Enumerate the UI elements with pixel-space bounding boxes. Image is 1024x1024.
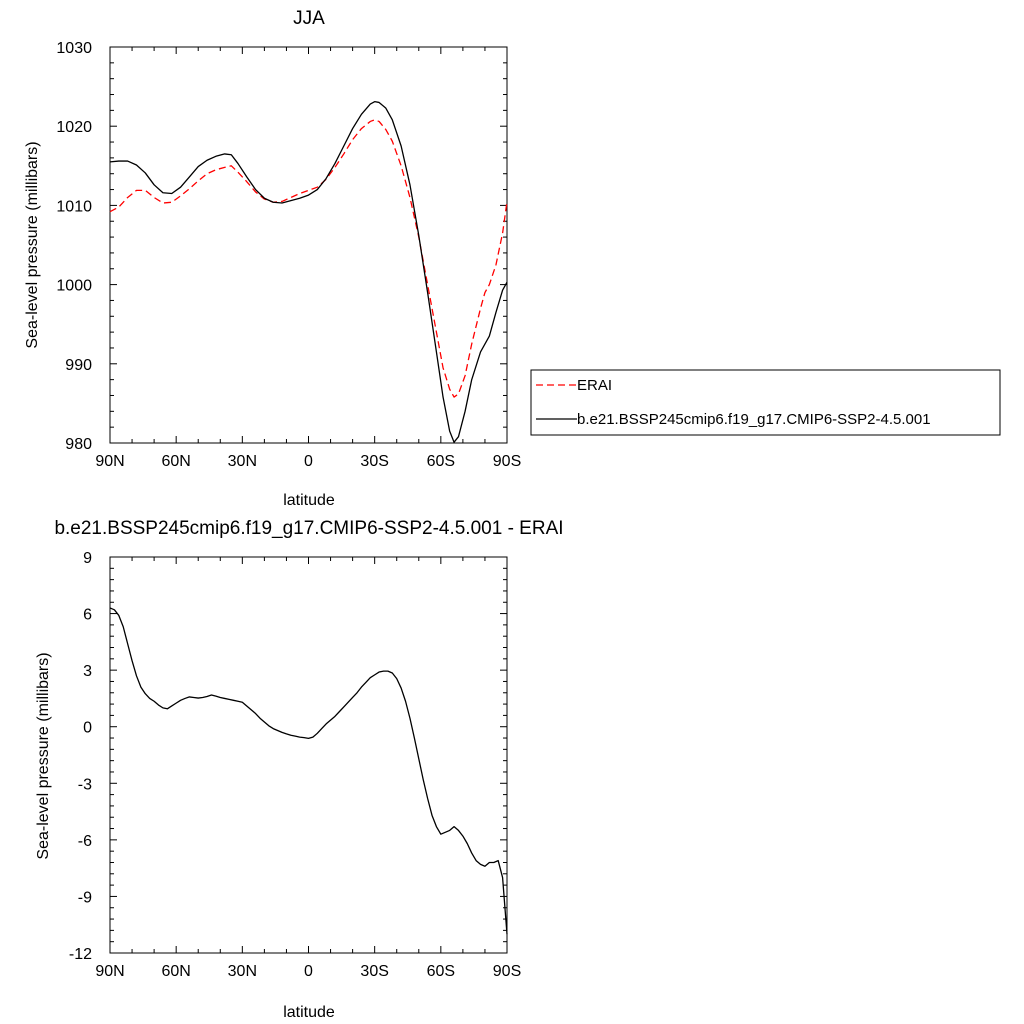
top-x-tick-label: 30N xyxy=(228,453,257,470)
top-x-tick-label: 60N xyxy=(161,453,190,470)
top-x-tick-label: 90N xyxy=(95,453,124,470)
top-y-tick-label: 990 xyxy=(65,357,92,374)
top-y-tick-label: 1000 xyxy=(56,278,92,295)
bottom-y-tick-label: -6 xyxy=(78,833,92,850)
bottom-x-tick-label: 30S xyxy=(360,963,388,980)
top-plot-frame xyxy=(109,46,508,444)
top-x-tick-label: 90S xyxy=(493,453,521,470)
legend-box xyxy=(530,369,1001,436)
bottom-panel-title: b.e21.BSSP245cmip6.f19_g17.CMIP6-SSP2-4.… xyxy=(54,518,563,539)
top-y-axis-label: Sea-level pressure (millibars) xyxy=(24,141,41,348)
bottom-x-tick-label: 90S xyxy=(493,963,521,980)
bottom-x-tick-label: 90N xyxy=(95,963,124,980)
top-plot-area: 90N 60N 30N 0 30S 60S 90S 980 990 1000 1010 1020 103… xyxy=(56,40,521,470)
top-series-line-erai xyxy=(109,119,508,398)
bottom-plot-frame xyxy=(109,556,508,954)
top-x-tick-label: 30S xyxy=(360,453,388,470)
bottom-y-tick-label: -3 xyxy=(78,776,92,793)
bottom-x-tick-label: 0 xyxy=(304,963,313,980)
bottom-y-axis-label: Sea-level pressure (millibars) xyxy=(35,652,52,859)
top-y-tick-label: 1020 xyxy=(56,119,92,136)
top-x-axis-label: latitude xyxy=(283,492,335,509)
top-panel-title: JJA xyxy=(293,8,325,29)
top-panel: JJA 90N 60N 30N 0 30S 60S 90S 980 990 1000 1010 102… xyxy=(24,8,521,509)
top-y-tick-label: 980 xyxy=(65,436,92,453)
bottom-plot-area: 90N 60N 30N 0 30S 60S 90S -12 -9 -6 -3 0 3 6 9 xyxy=(69,550,521,980)
top-x-tick-label: 0 xyxy=(304,453,313,470)
bottom-y-tick-label: 6 xyxy=(83,607,92,624)
legend-label-erai: ERAI xyxy=(577,377,612,394)
legend-label-model: b.e21.BSSP245cmip6.f19_g17.CMIP6-SSP2-4.… xyxy=(577,411,931,428)
bottom-y-tick-label: -9 xyxy=(78,889,92,906)
bottom-panel: b.e21.BSSP245cmip6.f19_g17.CMIP6-SSP2-4.… xyxy=(35,518,564,1021)
legend: ERAI b.e21.BSSP245cmip6.f19_g17.CMIP6-SS… xyxy=(530,369,1001,436)
bottom-x-axis-label: latitude xyxy=(283,1004,335,1021)
bottom-y-tick-label: 9 xyxy=(83,550,92,567)
top-y-tick-label: 1010 xyxy=(56,198,92,215)
bottom-y-tick-label: -12 xyxy=(69,946,92,963)
bottom-x-tick-label: 30N xyxy=(228,963,257,980)
bottom-x-tick-label: 60S xyxy=(427,963,455,980)
top-x-tick-label: 60S xyxy=(427,453,455,470)
bottom-y-tick-label: 0 xyxy=(83,720,92,737)
top-y-tick-label: 1030 xyxy=(56,40,92,57)
bottom-series-line-difference xyxy=(109,607,508,935)
bottom-y-tick-label: 3 xyxy=(83,663,92,680)
bottom-x-tick-label: 60N xyxy=(161,963,190,980)
top-series-line-model xyxy=(109,101,508,443)
